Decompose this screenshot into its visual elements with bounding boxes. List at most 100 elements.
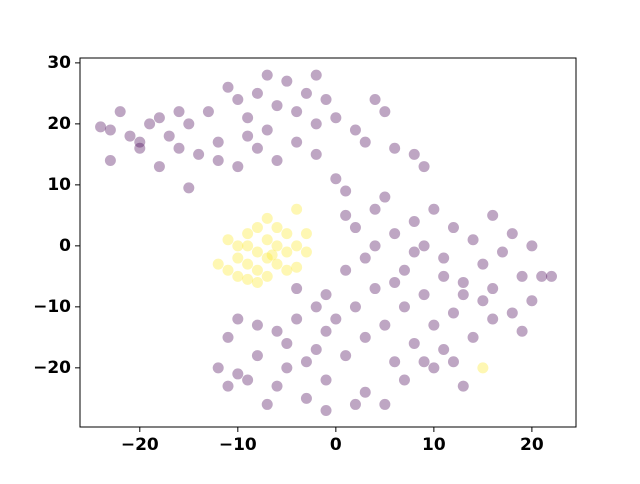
point [418, 356, 430, 368]
point [379, 398, 391, 410]
point [291, 261, 303, 273]
point [114, 106, 126, 118]
point [271, 240, 283, 252]
point [281, 264, 293, 276]
point [379, 319, 391, 331]
point [389, 276, 401, 288]
point [526, 240, 538, 252]
point [408, 215, 420, 227]
point [526, 295, 538, 307]
point [281, 337, 293, 349]
point [271, 100, 283, 112]
point [359, 252, 371, 264]
point [271, 222, 283, 234]
point [389, 228, 401, 240]
point [232, 270, 244, 282]
point [340, 185, 352, 197]
point [320, 289, 332, 301]
point [212, 154, 224, 166]
y-tick-label: 30 [47, 53, 71, 73]
point [438, 270, 450, 282]
point [173, 142, 185, 154]
point [300, 87, 312, 99]
point [408, 148, 420, 160]
point [438, 252, 450, 264]
point [291, 240, 303, 252]
point [183, 182, 195, 194]
point [398, 264, 410, 276]
point [173, 106, 185, 118]
point [359, 136, 371, 148]
point [516, 325, 528, 337]
point [104, 124, 116, 136]
point [251, 264, 263, 276]
point [457, 380, 469, 392]
point [300, 246, 312, 258]
point [251, 87, 263, 99]
point [418, 240, 430, 252]
point [340, 350, 352, 362]
point [447, 307, 459, 319]
point [438, 344, 450, 356]
y-tick-label: −10 [33, 297, 71, 317]
point [242, 258, 254, 270]
y-tick-label: −20 [33, 358, 71, 378]
point [134, 142, 146, 154]
point [222, 81, 234, 93]
point [251, 142, 263, 154]
point [496, 246, 508, 258]
point [202, 106, 214, 118]
point [281, 228, 293, 240]
point [447, 356, 459, 368]
point [251, 276, 263, 288]
point [193, 148, 205, 160]
point [369, 203, 381, 215]
point [349, 398, 361, 410]
point [477, 295, 489, 307]
point [271, 325, 283, 337]
point [242, 374, 254, 386]
point [359, 331, 371, 343]
point [232, 93, 244, 105]
point [281, 362, 293, 374]
point [95, 121, 107, 133]
point [124, 130, 136, 142]
point [398, 301, 410, 313]
point [232, 161, 244, 173]
y-tick-label: 10 [47, 175, 71, 195]
point [408, 246, 420, 258]
point [144, 118, 156, 130]
point [310, 344, 322, 356]
point [242, 273, 254, 285]
point [536, 270, 548, 282]
point [291, 106, 303, 118]
point [163, 130, 175, 142]
point [153, 161, 165, 173]
point [467, 234, 479, 246]
point [447, 222, 459, 234]
point [104, 154, 116, 166]
point [428, 362, 440, 374]
point [251, 350, 263, 362]
point [232, 240, 244, 252]
point [457, 289, 469, 301]
point [467, 331, 479, 343]
point [310, 69, 322, 81]
point [428, 203, 440, 215]
point [408, 337, 420, 349]
point [134, 136, 146, 148]
point [418, 289, 430, 301]
point [349, 301, 361, 313]
x-tick-label: −10 [219, 435, 257, 455]
point [369, 93, 381, 105]
point [457, 276, 469, 288]
point [222, 380, 234, 392]
point [281, 75, 293, 87]
point [389, 356, 401, 368]
point [320, 325, 332, 337]
point [291, 136, 303, 148]
point [261, 124, 273, 136]
point [242, 112, 254, 124]
point [232, 252, 244, 264]
point [330, 112, 342, 124]
